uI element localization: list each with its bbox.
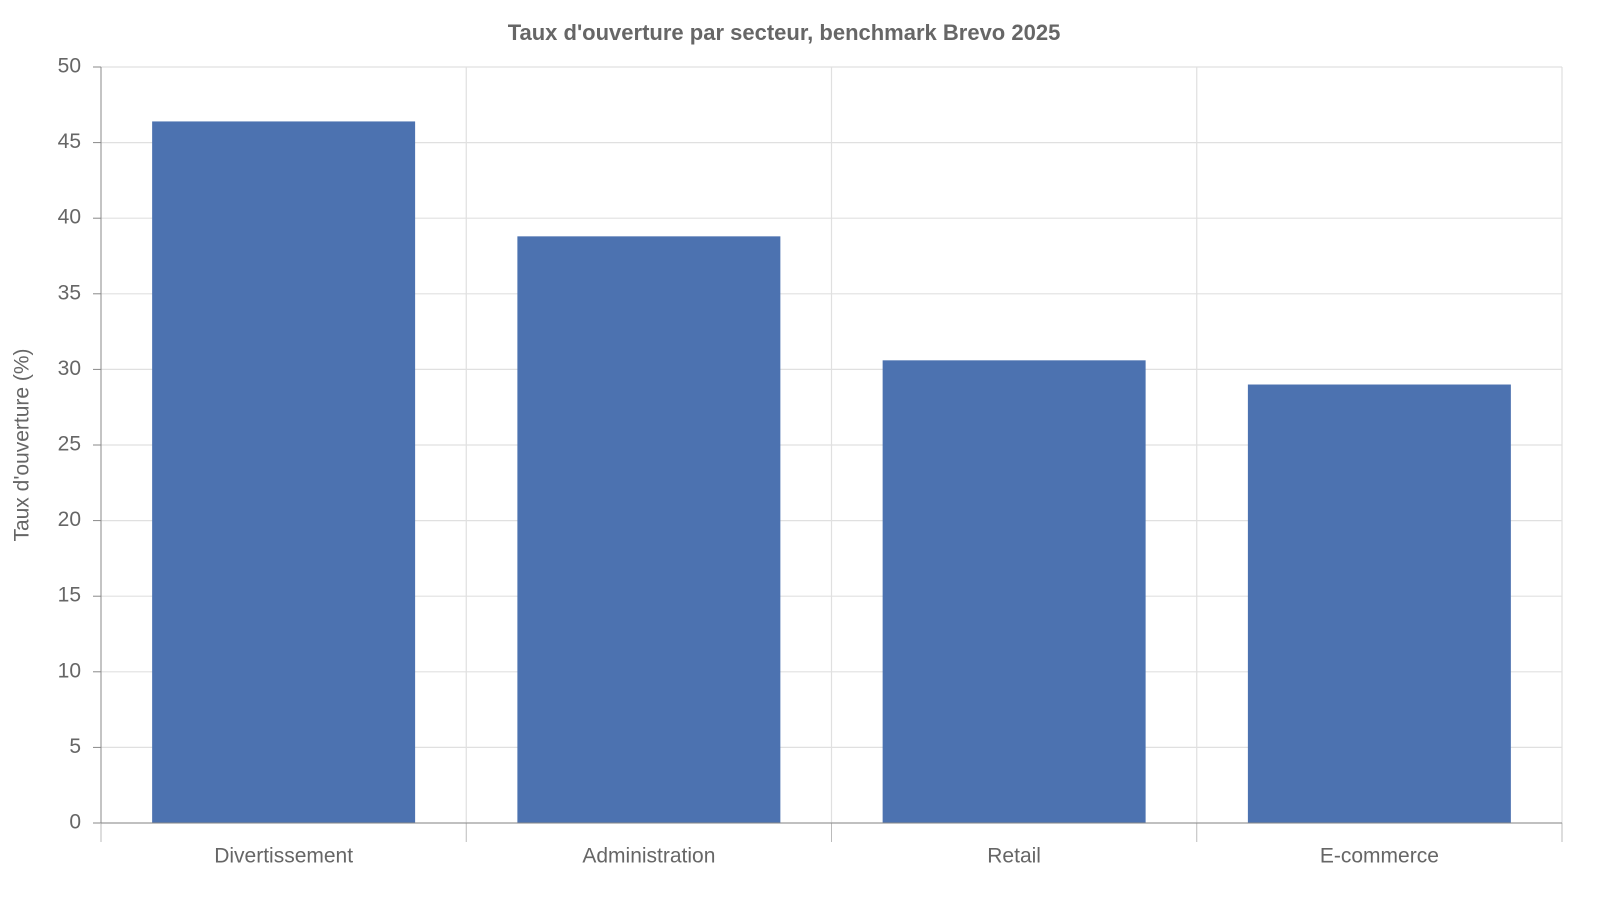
x-tick-label: Administration [582,845,715,868]
y-tick-label: 30 [58,357,81,380]
x-tick-label: E-commerce [1320,845,1439,868]
y-tick-label: 10 [58,659,81,682]
y-tick-label: 0 [69,811,81,834]
y-tick-label: 5 [69,735,81,758]
bar [152,121,416,823]
y-tick-label: 35 [58,281,81,304]
y-tick-label: 40 [58,206,81,229]
bar [517,236,781,823]
y-tick-label: 45 [58,130,81,153]
bar [882,360,1146,823]
bar [1247,384,1511,823]
x-tick-label: Divertissement [214,845,353,868]
chart-title: Taux d'ouverture par secteur, benchmark … [508,20,1061,45]
y-tick-label: 25 [58,433,81,456]
y-tick-label: 50 [58,55,81,78]
y-tick-label: 15 [58,584,81,607]
y-axis-label: Taux d'ouverture (%) [11,348,34,541]
x-tick-label: Retail [987,845,1041,868]
y-tick-label: 20 [58,508,81,531]
